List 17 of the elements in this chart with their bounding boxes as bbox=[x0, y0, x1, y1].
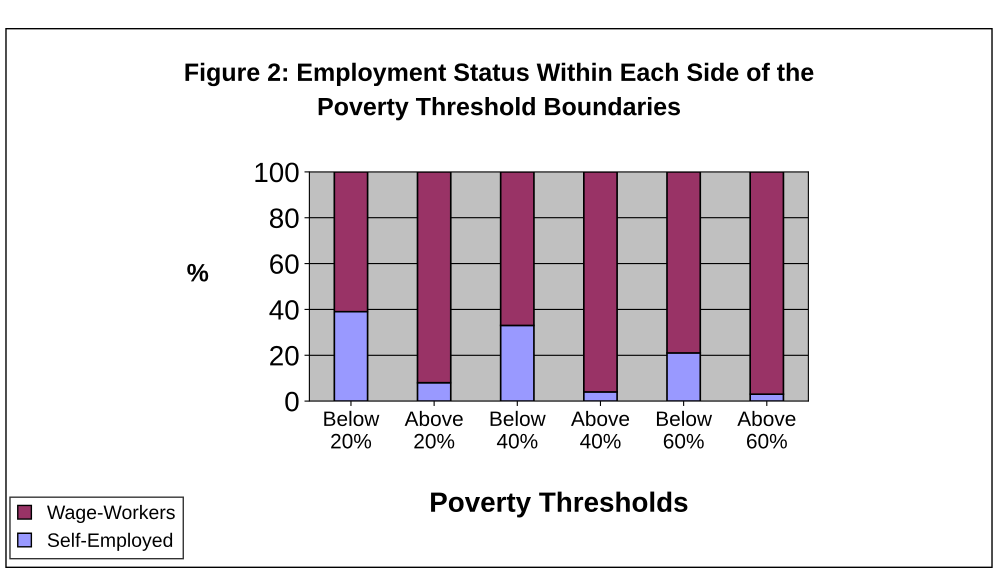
chart-title: Figure 2: Employment Status Within Each Side of the Poverty Threshold Boundaries bbox=[185, 62, 814, 120]
x-tick-label: Below 40% bbox=[490, 410, 546, 449]
legend-label: Wage-Workers bbox=[47, 504, 175, 524]
y-tick-label: 60 bbox=[270, 254, 299, 274]
y-tick-label: 0 bbox=[285, 392, 299, 412]
x-tick-label: Above 60% bbox=[737, 410, 796, 449]
x-tick-label: Above 40% bbox=[570, 410, 630, 449]
x-tick-label: Above 20% bbox=[404, 410, 463, 449]
x-tick-label: Below 60% bbox=[656, 410, 712, 449]
y-axis-title: % bbox=[187, 264, 208, 282]
x-tick-label: Below 20% bbox=[324, 410, 380, 449]
x-axis-title: Poverty Thresholds bbox=[431, 492, 688, 518]
y-tick-label: 80 bbox=[270, 208, 299, 228]
y-tick-label: 100 bbox=[255, 162, 299, 182]
y-tick-label: 20 bbox=[270, 346, 299, 366]
y-tick-label: 40 bbox=[269, 300, 299, 320]
legend-label: Self-Employed bbox=[48, 532, 172, 551]
